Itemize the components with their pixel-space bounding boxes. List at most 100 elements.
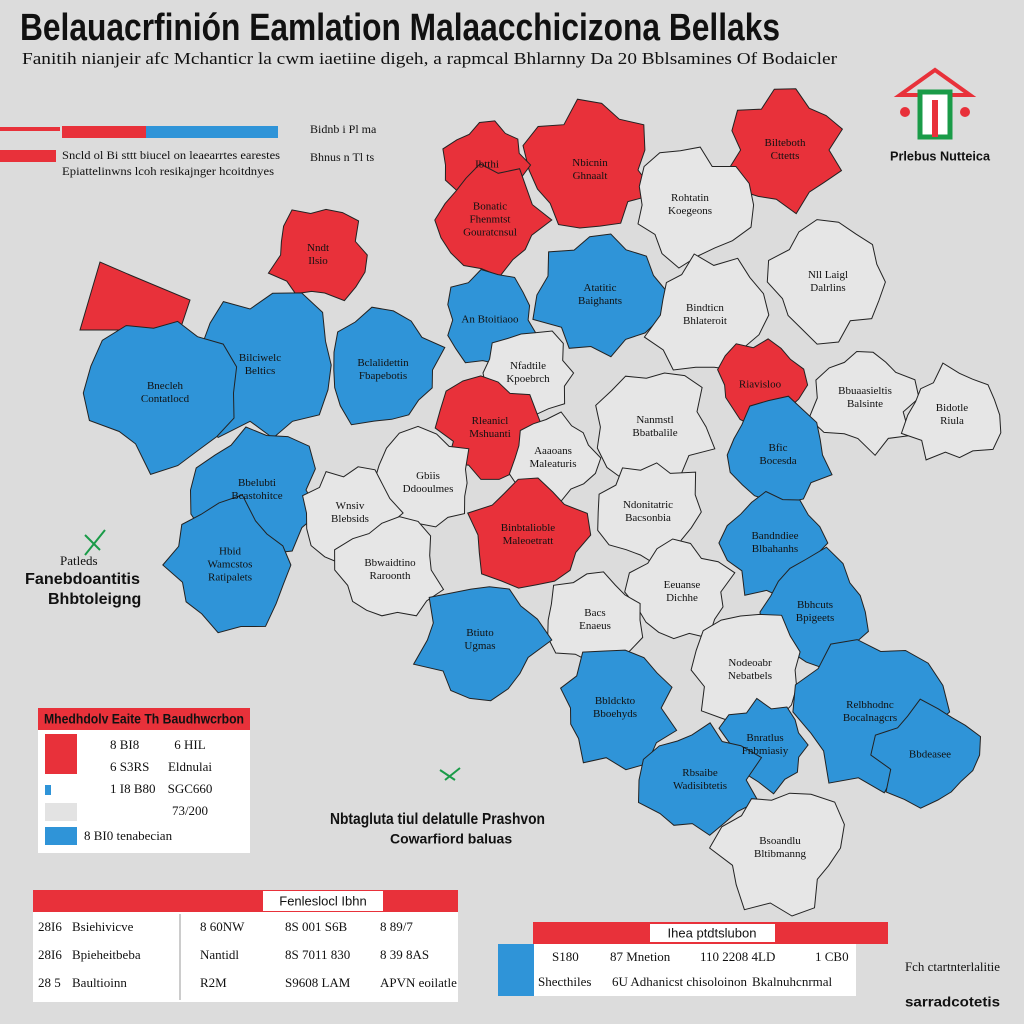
region-label: Ghnaalt bbox=[573, 170, 608, 182]
region-label: Dichhe bbox=[666, 592, 698, 604]
table-cell: 110 2208 4LD bbox=[700, 949, 775, 964]
region-label: Nanmstl bbox=[636, 414, 673, 426]
region-label: Ratipalets bbox=[208, 572, 252, 584]
region-label: Beltics bbox=[245, 365, 276, 377]
region bbox=[637, 146, 755, 269]
note-text: Cowarfiord baluas bbox=[390, 831, 512, 847]
subtitle: Fanitih nianjeir afc Mchanticr la cwm ia… bbox=[22, 49, 837, 68]
region-label: Bindticn bbox=[686, 302, 724, 314]
region-label: Bnratlus bbox=[746, 732, 783, 744]
region bbox=[434, 163, 553, 277]
region-label: Bbhcuts bbox=[797, 599, 833, 611]
region-label: Riula bbox=[940, 415, 964, 427]
center-note: Nbtagluta tiul delatulle Prashvon Cowarf… bbox=[330, 767, 545, 847]
note-text: Bhbtoleigng bbox=[48, 591, 141, 608]
region-label: Bbelubti bbox=[238, 477, 276, 489]
region-label: Bpigeets bbox=[796, 612, 835, 624]
region-label: Nodeoabr bbox=[728, 657, 772, 669]
swatch bbox=[498, 944, 534, 996]
table-cell: 8S 7011 830 bbox=[285, 947, 350, 962]
region bbox=[708, 792, 845, 917]
region-label: Cttetts bbox=[771, 150, 800, 162]
legend-text: Eldnulai bbox=[168, 759, 212, 774]
region-label: Bltibmanng bbox=[754, 848, 806, 860]
region-label: Blebsids bbox=[331, 513, 369, 525]
region-label: Blbahanhs bbox=[752, 543, 798, 555]
table-cell: Shecthiles bbox=[538, 974, 591, 989]
region bbox=[727, 88, 844, 215]
region-label: Contatlocd bbox=[141, 393, 190, 405]
region-label: Bocalnagcrs bbox=[843, 712, 897, 724]
bar bbox=[146, 126, 278, 138]
region-label: Bboehyds bbox=[593, 708, 637, 720]
table-cell: 28 5 bbox=[38, 975, 61, 990]
region-label: Gbiis bbox=[416, 470, 440, 482]
region-label: Koegeons bbox=[668, 205, 712, 217]
region-label: Relbhodnc bbox=[846, 699, 894, 711]
region-label: Wamcstos bbox=[208, 559, 253, 571]
region-label: Maleaturis bbox=[529, 458, 576, 470]
legend-text: Epiattelinwns lcoh resikajnger hcoitdnye… bbox=[62, 164, 274, 178]
swatch bbox=[45, 785, 51, 795]
region bbox=[82, 320, 238, 476]
bar bbox=[0, 150, 56, 162]
region-label: Ugmas bbox=[464, 640, 495, 652]
left-note: Patleds Fanebdoantitis Bhbtoleigng bbox=[25, 529, 141, 608]
region-label: Hbid bbox=[219, 546, 242, 558]
table-cell: R2M bbox=[200, 975, 227, 990]
bar bbox=[62, 126, 146, 138]
table-cell: Bsiehivicve bbox=[72, 919, 134, 934]
table-cell: Bpieheitbeba bbox=[72, 947, 141, 962]
legend-text: 1 I8 B80 bbox=[110, 781, 156, 796]
logo-mark bbox=[932, 100, 938, 137]
region-label: Bbwaidtino bbox=[364, 557, 416, 569]
note-text: Nbtagluta tiul delatulle Prashvon bbox=[330, 811, 545, 828]
region-label: Enaeus bbox=[579, 620, 611, 632]
region-label: Rohtatin bbox=[671, 192, 709, 204]
region-label: Bnecleh bbox=[147, 380, 184, 392]
icon bbox=[439, 767, 461, 781]
top-legend: Sncld ol Bi sttt biucel on leaearrtes ea… bbox=[0, 122, 377, 178]
region-label: Binbtalioble bbox=[501, 522, 556, 534]
table-cell: 8 39 8AS bbox=[380, 947, 429, 962]
panel bbox=[534, 944, 856, 996]
region-label: Nebatbels bbox=[728, 670, 772, 682]
table-cell: 8 60NW bbox=[200, 919, 245, 934]
region-label: An Btoitiaoo bbox=[461, 314, 519, 326]
table-cell: 87 Mnetion bbox=[610, 949, 671, 964]
swatch bbox=[45, 734, 77, 774]
region-label: Ndonitatric bbox=[623, 499, 673, 511]
region-label: Nfadtile bbox=[510, 360, 546, 372]
region-label: Maleoetratt bbox=[503, 535, 554, 547]
logo: Prlebus Nutteica bbox=[890, 67, 991, 163]
region bbox=[267, 208, 368, 302]
region-label: Rbsaibe bbox=[682, 767, 718, 779]
table: Fenleslocl Ibhn 28I6 Bsiehivicve 8 60NW 8S … bbox=[33, 890, 458, 1002]
region-label: Bhlateroit bbox=[683, 315, 727, 327]
logo-text: Prlebus Nutteica bbox=[890, 148, 991, 163]
table-title: Fenleslocl Ibhn bbox=[279, 893, 366, 908]
table-cell: Baultioinn bbox=[72, 975, 127, 990]
region-label: Bonatic bbox=[473, 201, 507, 213]
legend-text: 8 BI0 tenabecian bbox=[84, 828, 173, 843]
region-label: Rleanicl bbox=[472, 415, 509, 427]
legend-text: Sncld ol Bi sttt biucel on leaearrtes ea… bbox=[62, 148, 280, 162]
region bbox=[412, 586, 553, 702]
legend-text: 6 S3RS bbox=[110, 759, 149, 774]
corner-note: Fch ctartnterlalitie bbox=[905, 959, 1000, 974]
region bbox=[532, 233, 671, 358]
region-label: Bidotle bbox=[936, 402, 969, 414]
region-label: Bbldckto bbox=[595, 695, 636, 707]
legend-text: 73/200 bbox=[172, 803, 208, 818]
region-label: Nndt bbox=[307, 242, 329, 254]
region-label: Bsoandlu bbox=[759, 835, 801, 847]
region bbox=[766, 219, 886, 345]
region-label: Bbatbalile bbox=[632, 427, 677, 439]
region-label: Bandndiee bbox=[751, 530, 798, 542]
title: Belauacrfinión Eamlation Malaacchicizona… bbox=[20, 7, 780, 49]
region-label: Raroonth bbox=[370, 570, 411, 582]
region bbox=[522, 98, 657, 229]
table-cell: S9608 LAM bbox=[285, 975, 351, 990]
